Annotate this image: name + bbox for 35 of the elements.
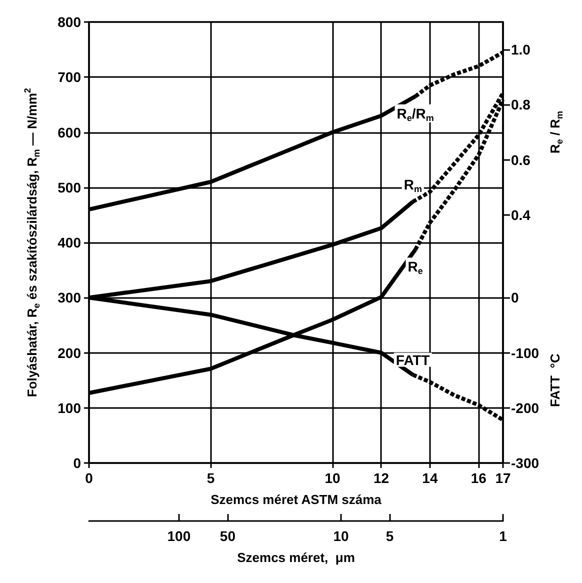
x2-tick-label: 100 xyxy=(167,528,191,544)
x-tick-label: 12 xyxy=(373,470,390,486)
y2-tick-label: 0.4 xyxy=(511,206,531,223)
series-label: FATT xyxy=(396,352,430,368)
x2-tick-label: 5 xyxy=(386,528,394,544)
y-tick-label: 200 xyxy=(58,344,82,361)
x2-axis-title: Szemcs méret, μm xyxy=(237,550,355,565)
y2-axis-title: Re / Rm xyxy=(548,110,564,154)
x-axis-title: Szemcs méret ASTM száma xyxy=(210,492,382,507)
x-tick-label: 10 xyxy=(324,470,341,486)
y3-tick-label: -300 xyxy=(511,455,540,471)
y-axis-title: Folyáshatár, Re és szakítószilárdság, Rm — N/mm2 xyxy=(22,88,42,398)
y-tick-label: 500 xyxy=(58,179,82,196)
y-tick-label: 100 xyxy=(58,400,82,416)
y2-tick-label: 1.0 xyxy=(511,42,531,58)
y-tick-label: 600 xyxy=(58,124,82,140)
x-tick-label: 14 xyxy=(422,470,438,486)
y-tick-label: 0 xyxy=(73,455,82,471)
y-tick-label: 400 xyxy=(58,234,82,250)
y-tick-label: 800 xyxy=(58,14,82,30)
y3-tick-label: 0 xyxy=(511,290,519,306)
y3-axis-title: FATT °C xyxy=(548,353,562,407)
x2-tick-label: 50 xyxy=(220,528,236,544)
x-tick-label: 16 xyxy=(470,470,487,486)
x-tick-label: 5 xyxy=(206,470,215,486)
y-tick-label: 700 xyxy=(58,69,82,86)
y2-tick-label: 0.6 xyxy=(511,152,531,168)
x-tick-label: 0 xyxy=(85,470,94,486)
y2-tick-label: 0.8 xyxy=(511,96,531,113)
x2-tick-label: 10 xyxy=(333,528,349,544)
x2-tick-label: 1 xyxy=(499,528,508,544)
y3-tick-label: -200 xyxy=(511,400,540,416)
y-tick-label: 300 xyxy=(58,290,82,306)
y3-tick-label: -100 xyxy=(511,344,540,361)
x-tick-label: 17 xyxy=(495,470,511,486)
